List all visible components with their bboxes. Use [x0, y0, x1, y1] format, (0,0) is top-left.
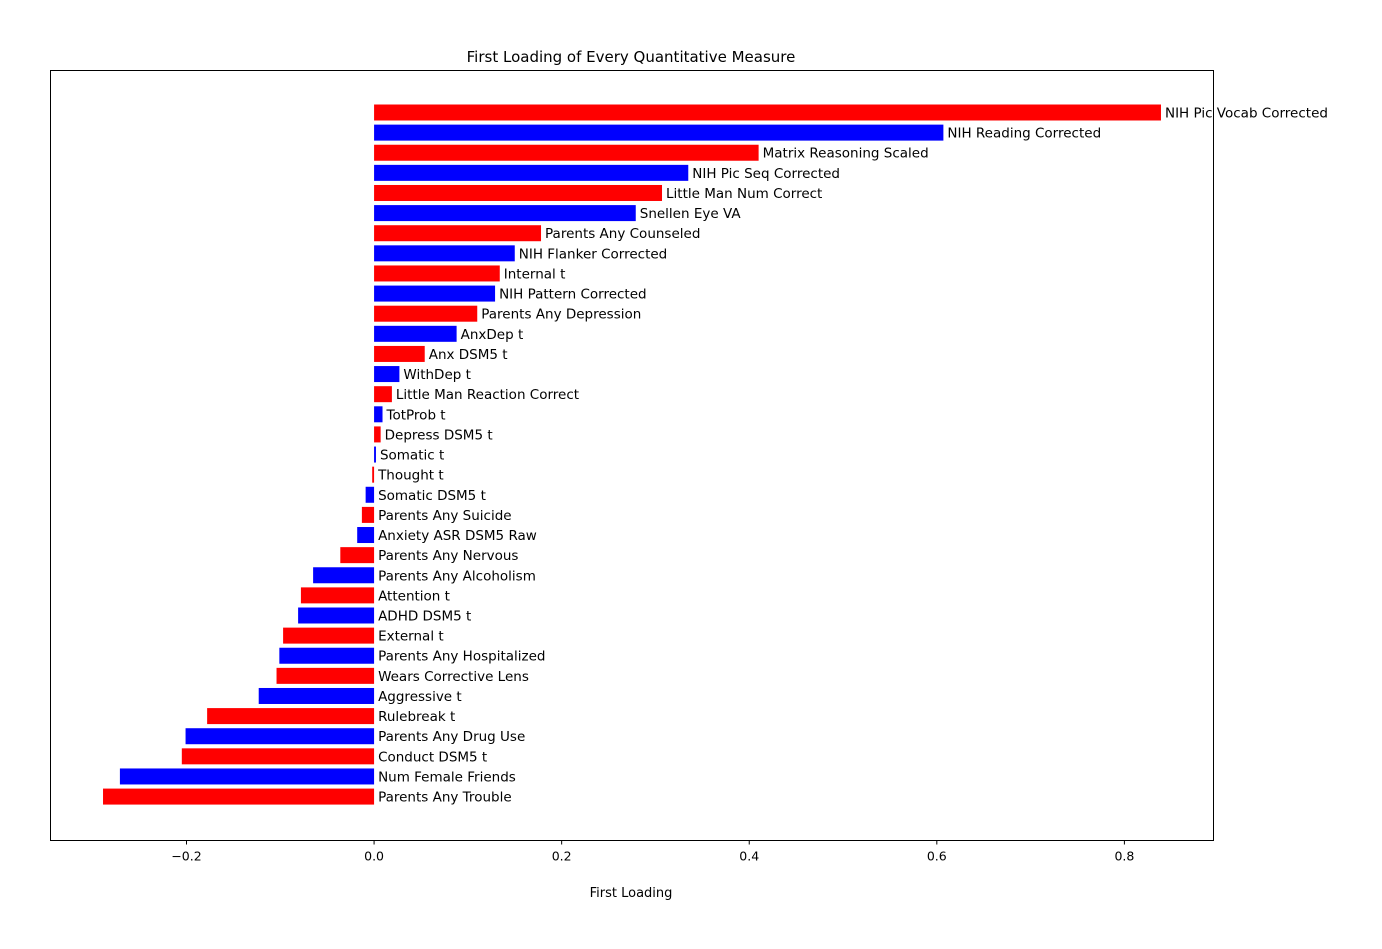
bar: [361, 506, 375, 523]
plot-frame: [50, 70, 1214, 841]
bar-label: NIH Pic Vocab Corrected: [1165, 106, 1328, 122]
bar: [357, 527, 375, 544]
bar-label: Aggressive t: [378, 689, 462, 705]
bar: [374, 205, 636, 222]
bar: [207, 708, 375, 725]
chart-title: First Loading of Every Quantitative Meas…: [467, 48, 796, 66]
bar-label: TotProb t: [386, 407, 446, 423]
bar-label: Little Man Reaction Correct: [396, 387, 579, 403]
bar: [374, 184, 663, 201]
bar-label: Conduct DSM5 t: [378, 749, 487, 765]
bar: [313, 567, 375, 584]
bar: [258, 687, 375, 704]
bar-label: Parents Any Trouble: [378, 790, 512, 806]
bar: [374, 245, 515, 262]
bar-label: Internal t: [504, 266, 566, 282]
bar: [374, 124, 944, 141]
bar: [181, 748, 375, 765]
bar-label: Snellen Eye VA: [640, 206, 742, 222]
bar-label: Depress DSM5 t: [385, 427, 493, 443]
x-tick-label: 0.0: [364, 849, 384, 864]
bar: [340, 547, 375, 564]
bar-label: NIH Pattern Corrected: [499, 287, 647, 303]
bar-label: Parents Any Drug Use: [378, 729, 525, 745]
bar-label: ADHD DSM5 t: [378, 609, 471, 625]
bar: [374, 386, 392, 403]
bar-label: Parents Any Suicide: [378, 508, 512, 524]
bar: [374, 446, 376, 463]
bar-labels-layer: NIH Pic Vocab Corrected NIH Reading Corre…: [377, 106, 1328, 806]
bar: [374, 325, 457, 342]
bar: [300, 587, 375, 604]
bar-label: Rulebreak t: [378, 709, 455, 725]
bar: [374, 164, 689, 181]
x-tick-label: 0.6: [927, 849, 947, 864]
bar-label: AnxDep t: [461, 327, 524, 343]
bar-label: Somatic t: [380, 448, 444, 464]
bar: [103, 788, 375, 805]
bar: [298, 607, 375, 624]
bar-label: External t: [378, 629, 444, 645]
bar-label: Somatic DSM5 t: [378, 488, 486, 504]
bar: [374, 366, 400, 383]
x-tick-label: 0.4: [739, 849, 759, 864]
bar: [365, 486, 375, 503]
bar: [374, 285, 496, 302]
bar-label: Attention t: [378, 588, 450, 604]
bar: [372, 466, 375, 483]
bar-label: Parents Any Depression: [481, 307, 641, 323]
bars-layer: [103, 104, 1161, 805]
bar-label: Parents Any Nervous: [378, 548, 518, 564]
bar-label: Parents Any Counseled: [545, 226, 700, 242]
bar: [374, 305, 478, 322]
bar: [374, 426, 381, 443]
bar: [374, 265, 500, 282]
bar-label: Wears Corrective Lens: [378, 669, 529, 685]
bar: [283, 627, 375, 644]
bar: [185, 728, 375, 745]
bar-label: Parents Any Alcoholism: [378, 568, 536, 584]
bar: [276, 667, 375, 684]
bar-label: Thought t: [377, 468, 444, 484]
bar-label: NIH Reading Corrected: [947, 126, 1101, 142]
bar-label: Anx DSM5 t: [429, 347, 508, 363]
bar: [374, 104, 1161, 121]
x-axis: −0.2 0.0 0.2 0.4 0.6 0.8: [171, 840, 1134, 864]
x-axis-label: First Loading: [590, 886, 673, 901]
bar: [374, 406, 383, 423]
bar-label: Parents Any Hospitalized: [378, 649, 545, 665]
bar-label: NIH Pic Seq Corrected: [692, 166, 840, 182]
bar: [374, 225, 542, 242]
bar: [374, 144, 759, 161]
x-tick-label: 0.2: [552, 849, 572, 864]
bar: [374, 345, 425, 362]
bar-label: NIH Flanker Corrected: [519, 246, 668, 262]
x-tick-label: 0.8: [1114, 849, 1134, 864]
bar-label: Little Man Num Correct: [666, 186, 822, 202]
bar: [279, 647, 375, 664]
bar-label: Anxiety ASR DSM5 Raw: [378, 528, 537, 544]
bar-label: Matrix Reasoning Scaled: [763, 146, 929, 162]
bar: [119, 768, 375, 785]
bar-label: Num Female Friends: [378, 769, 516, 785]
bar-label: WithDep t: [403, 367, 471, 383]
x-tick-label: −0.2: [171, 849, 201, 864]
